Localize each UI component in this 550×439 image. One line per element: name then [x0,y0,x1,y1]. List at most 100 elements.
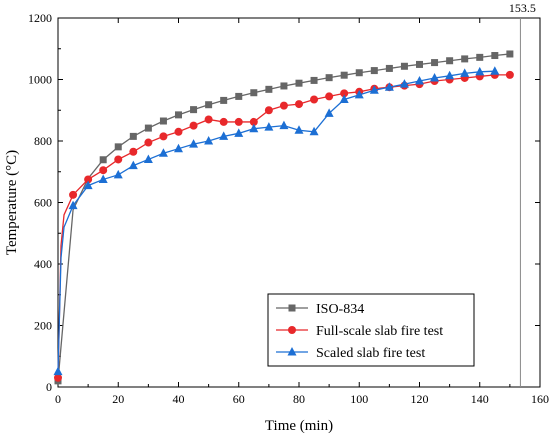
data-point [475,66,485,76]
data-point [310,95,319,104]
x-tick-label: 160 [531,392,549,406]
y-tick-label: 1000 [28,73,52,87]
data-point [431,59,439,67]
data-point [219,117,228,126]
data-point [144,138,153,147]
data-point [339,94,349,103]
data-point [490,66,500,75]
data-point [309,126,319,136]
data-point [129,147,138,156]
data-point [294,125,304,134]
data-point [369,85,379,94]
x-tick-label: 0 [55,392,61,406]
data-point [295,79,303,87]
data-point [113,169,123,179]
data-point [354,89,364,99]
data-point [505,70,514,79]
data-point [399,79,409,88]
x-tick-label: 60 [233,392,245,406]
data-point [54,373,62,382]
data-point [460,68,470,77]
data-point [506,50,514,58]
data-point [264,106,273,115]
data-point [249,123,259,133]
data-point [325,74,333,82]
legend-marker [288,304,296,312]
y-tick-label: 0 [46,380,52,394]
data-point [249,117,258,126]
data-point [189,139,199,148]
data-point [461,55,469,63]
data-point [279,101,288,110]
data-point [340,71,348,79]
data-point [430,72,440,82]
data-point [174,143,183,153]
data-point [279,120,289,130]
x-tick-label: 40 [173,392,185,406]
data-point [129,132,137,140]
data-point [68,200,78,210]
data-point [280,82,288,90]
y-tick-label: 400 [34,257,52,271]
data-point [324,108,334,117]
data-point [84,175,93,184]
data-point [415,76,424,85]
data-point [83,180,93,190]
y-axis-title: Temperature (°C) [4,150,20,255]
data-point [235,92,243,100]
data-point [190,106,198,114]
data-point [384,82,394,91]
legend-label: Scaled slab fire test [316,346,425,361]
data-point [175,111,182,119]
y-tick-label: 600 [34,196,52,210]
data-point [99,156,107,164]
data-point [416,60,423,68]
annotation-label: 153.5 [509,1,536,15]
data-point [114,155,123,164]
data-point [159,117,167,125]
data-point [491,52,499,60]
data-point [310,76,318,84]
data-point [340,89,349,98]
data-point [400,62,408,70]
legend: ISO-834 Full-scale slab fire test Scaled s… [267,293,475,367]
y-tick-label: 1200 [28,11,52,25]
x-tick-label: 140 [471,392,489,406]
legend-marker [288,326,296,334]
data-point [159,132,168,141]
data-point [69,190,78,199]
x-tick-label: 80 [293,392,305,406]
data-point [370,67,378,75]
data-point [385,64,393,72]
legend-label: Full-scale slab fire test [316,324,443,339]
data-point [99,166,108,175]
data-point [128,160,138,170]
data-point [234,117,243,126]
data-point [219,131,229,140]
data-point [295,100,303,109]
data-point [144,124,152,132]
data-point [250,89,258,97]
data-point [265,85,273,93]
data-point [445,70,455,80]
x-axis-title: Time (min) [265,418,333,434]
series-2 [53,66,500,376]
data-point [98,174,108,183]
data-point [220,96,228,104]
x-tick-label: 20 [112,392,124,406]
data-point [446,57,454,65]
data-point [355,69,363,77]
legend-label: ISO-834 [316,302,364,317]
x-tick-label: 100 [350,392,368,406]
data-point [114,143,122,151]
data-point [158,148,168,157]
data-point [264,122,274,131]
data-point [204,115,213,124]
legend-marker [287,347,297,356]
data-point [189,121,198,130]
y-tick-label: 200 [34,319,52,333]
plot-area: 0 20 40 60 80 100 120 140 160 0 200 400 600 800 1000 12… [4,1,549,434]
data-point [205,101,213,109]
data-point [234,128,244,137]
